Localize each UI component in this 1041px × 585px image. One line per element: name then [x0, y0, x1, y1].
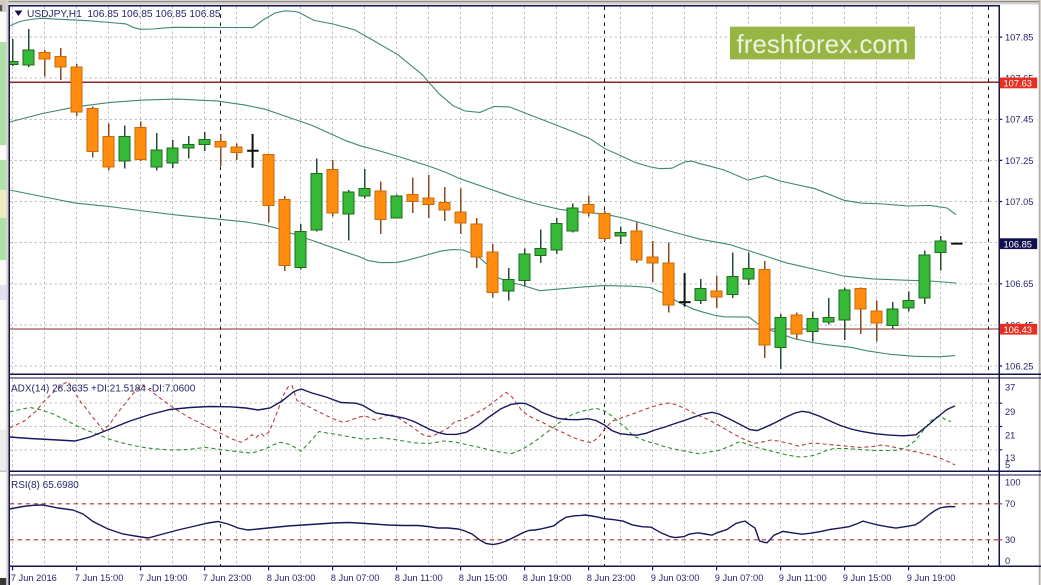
svg-text:RSI(8) 65.6980: RSI(8) 65.6980	[11, 480, 79, 491]
svg-text:107.05: 107.05	[1005, 197, 1033, 207]
svg-text:100: 100	[1005, 478, 1021, 488]
svg-text:9 Jun 15:00: 9 Jun 15:00	[843, 573, 892, 583]
svg-text:8 Jun 19:00: 8 Jun 19:00	[523, 573, 572, 583]
svg-text:7 Jun 2016: 7 Jun 2016	[11, 573, 57, 583]
svg-text:70: 70	[1005, 499, 1015, 509]
svg-text:106.65: 106.65	[1005, 279, 1033, 289]
svg-text:8 Jun 03:00: 8 Jun 03:00	[267, 573, 316, 583]
svg-text:8 Jun 15:00: 8 Jun 15:00	[459, 573, 508, 583]
svg-text:8 Jun 23:00: 8 Jun 23:00	[587, 573, 636, 583]
svg-text:7 Jun 23:00: 7 Jun 23:00	[203, 573, 252, 583]
svg-text:29: 29	[1005, 407, 1015, 417]
svg-text:9 Jun 03:00: 9 Jun 03:00	[651, 573, 700, 583]
svg-text:106.25: 106.25	[1005, 361, 1033, 371]
svg-text:106.85: 106.85	[1004, 239, 1032, 249]
svg-text:8 Jun 07:00: 8 Jun 07:00	[331, 573, 380, 583]
svg-text:7 Jun 19:00: 7 Jun 19:00	[139, 573, 188, 583]
svg-text:107.63: 107.63	[1004, 79, 1032, 89]
svg-text:freshforex.com: freshforex.com	[737, 29, 909, 59]
svg-text:0: 0	[1005, 556, 1010, 566]
svg-text:37: 37	[1005, 383, 1015, 393]
svg-text:107.25: 107.25	[1005, 156, 1033, 166]
svg-text:8 Jun 11:00: 8 Jun 11:00	[395, 573, 443, 583]
svg-text:107.85: 107.85	[1005, 33, 1033, 43]
svg-text:ADX(14) 28.3635 +DI:21.5184 -D: ADX(14) 28.3635 +DI:21.5184 -DI:7.0600	[11, 384, 196, 395]
svg-text:106.43: 106.43	[1004, 325, 1032, 335]
svg-text:30: 30	[1005, 535, 1015, 545]
svg-text:7 Jun 15:00: 7 Jun 15:00	[75, 573, 124, 583]
svg-text:USDJPY,H1 106.85 106.85 106.8: USDJPY,H1 106.85 106.85 106.85 106.85	[27, 9, 221, 20]
svg-text:21: 21	[1005, 431, 1015, 441]
svg-text:13: 13	[1005, 453, 1015, 463]
svg-text:9 Jun 11:00: 9 Jun 11:00	[779, 573, 827, 583]
svg-text:9 Jun 19:00: 9 Jun 19:00	[907, 573, 956, 583]
svg-text:5: 5	[1005, 460, 1010, 470]
svg-text:107.45: 107.45	[1005, 115, 1033, 125]
svg-text:9 Jun 07:00: 9 Jun 07:00	[715, 573, 764, 583]
